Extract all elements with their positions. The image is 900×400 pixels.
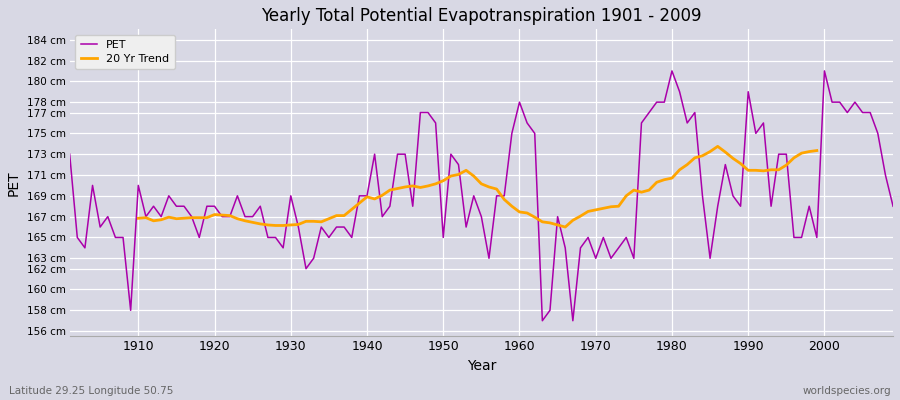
Legend: PET, 20 Yr Trend: PET, 20 Yr Trend: [76, 35, 175, 70]
Title: Yearly Total Potential Evapotranspiration 1901 - 2009: Yearly Total Potential Evapotranspiratio…: [261, 7, 702, 25]
Y-axis label: PET: PET: [7, 170, 21, 196]
20 Yr Trend: [224, 213, 235, 218]
Text: worldspecies.org: worldspecies.org: [803, 386, 891, 396]
PET: [667, 68, 678, 73]
Line: PET: PET: [69, 71, 893, 321]
PET: [293, 225, 304, 230]
X-axis label: Year: Year: [467, 359, 496, 373]
20 Yr Trend: [727, 156, 738, 161]
20 Yr Trend: [796, 151, 807, 156]
PET: [507, 131, 517, 136]
20 Yr Trend: [812, 148, 823, 153]
PET: [514, 100, 525, 104]
20 Yr Trend: [705, 149, 716, 154]
20 Yr Trend: [133, 216, 144, 221]
PET: [613, 246, 624, 250]
PET: [338, 225, 349, 230]
Text: Latitude 29.25 Longitude 50.75: Latitude 29.25 Longitude 50.75: [9, 386, 174, 396]
PET: [887, 204, 898, 209]
20 Yr Trend: [338, 213, 349, 218]
20 Yr Trend: [613, 204, 624, 209]
PET: [537, 318, 548, 323]
Line: 20 Yr Trend: 20 Yr Trend: [139, 146, 817, 227]
PET: [125, 308, 136, 313]
PET: [64, 152, 75, 156]
20 Yr Trend: [712, 144, 723, 149]
20 Yr Trend: [560, 225, 571, 230]
